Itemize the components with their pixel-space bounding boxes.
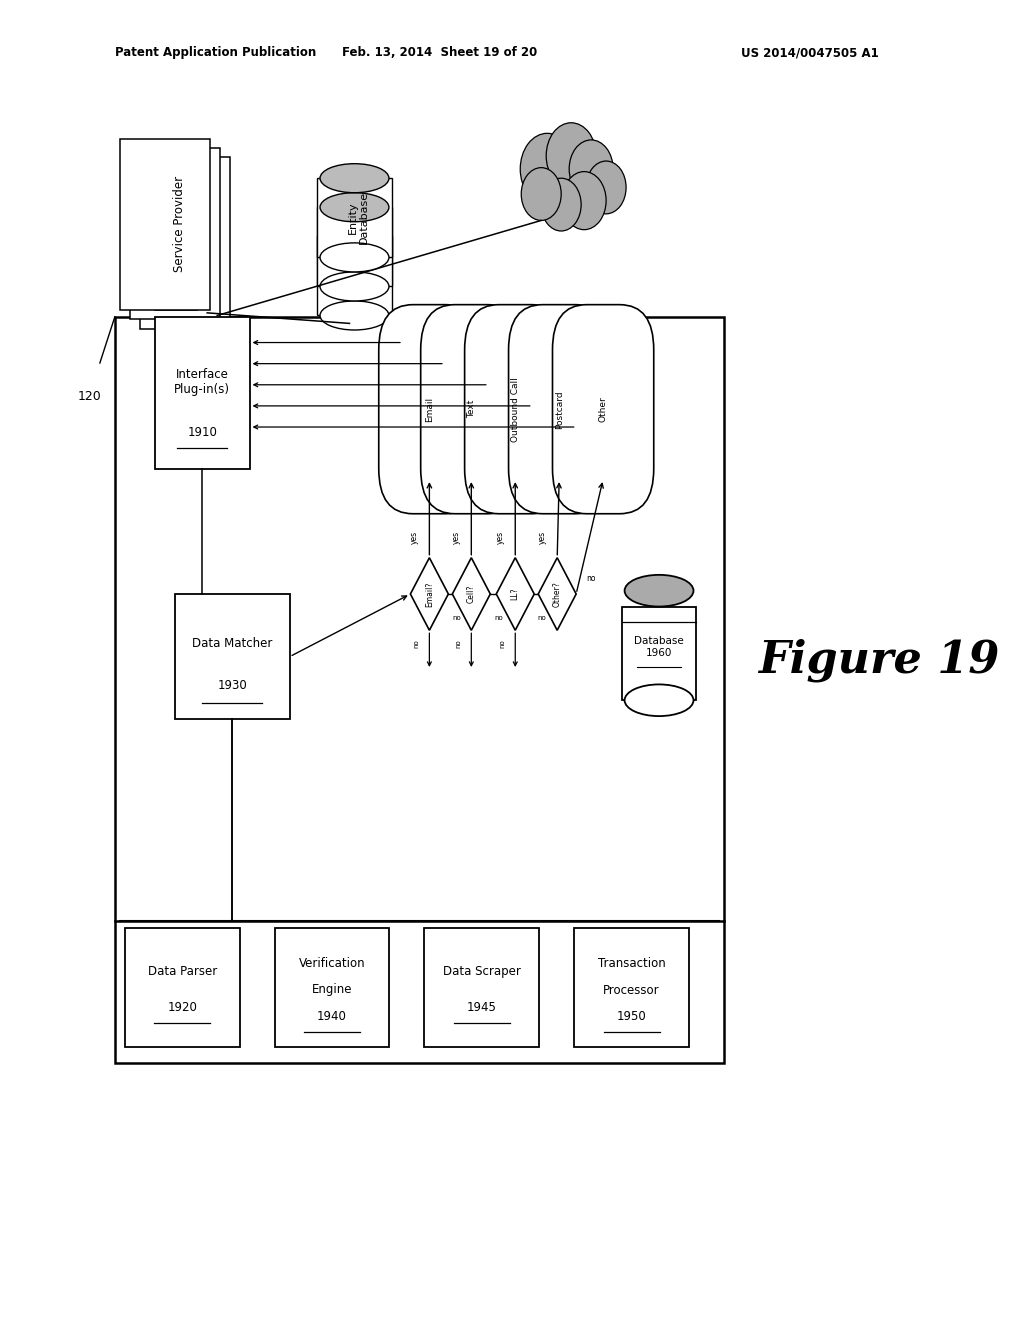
Circle shape [569, 140, 613, 198]
Polygon shape [497, 557, 535, 630]
Bar [120, 139, 210, 310]
Text: Email: Email [425, 396, 434, 422]
Ellipse shape [321, 193, 389, 222]
Text: Other?: Other? [553, 581, 562, 607]
Text: 1945: 1945 [467, 1001, 497, 1014]
Text: Patent Application Publication: Patent Application Publication [115, 46, 316, 59]
Text: Data Matcher: Data Matcher [191, 638, 272, 649]
Text: Entity
Database: Entity Database [348, 191, 370, 244]
Text: Interface
Plug-in(s): Interface Plug-in(s) [174, 368, 230, 396]
Bar [622, 607, 696, 700]
FancyBboxPatch shape [421, 305, 522, 513]
Text: no: no [452, 615, 461, 620]
Text: Engine: Engine [311, 983, 352, 997]
Polygon shape [453, 557, 490, 630]
Circle shape [520, 133, 574, 205]
Text: Figure 19: Figure 19 [758, 639, 999, 681]
Bar [574, 928, 689, 1047]
Bar [125, 928, 240, 1047]
Text: Transaction: Transaction [598, 957, 666, 970]
Bar [274, 928, 389, 1047]
Circle shape [546, 123, 596, 189]
Text: Postcard: Postcard [555, 389, 563, 429]
Text: Text: Text [467, 400, 476, 418]
Ellipse shape [321, 272, 389, 301]
Bar [317, 178, 392, 257]
Text: 1910: 1910 [187, 426, 217, 438]
Bar [115, 317, 724, 1063]
Bar [175, 594, 290, 719]
FancyBboxPatch shape [465, 305, 566, 513]
Bar [130, 148, 220, 319]
Text: Other: Other [599, 396, 607, 422]
Text: Data Parser: Data Parser [147, 965, 217, 978]
Text: Outbound Call: Outbound Call [511, 376, 520, 442]
Ellipse shape [625, 576, 693, 607]
Text: Verification: Verification [299, 957, 366, 970]
Text: no: no [538, 615, 547, 620]
Bar [424, 928, 540, 1047]
Text: yes: yes [496, 532, 505, 544]
Text: yes: yes [538, 532, 547, 544]
Text: no: no [494, 615, 503, 620]
Text: Service Provider: Service Provider [173, 177, 186, 272]
Text: yes: yes [452, 532, 461, 544]
Ellipse shape [321, 301, 389, 330]
Text: Data Scraper: Data Scraper [442, 965, 521, 978]
Text: no: no [587, 574, 596, 582]
Text: Processor: Processor [603, 983, 659, 997]
Text: Cell?: Cell? [467, 585, 476, 603]
Circle shape [586, 161, 626, 214]
Text: US 2014/0047505 A1: US 2014/0047505 A1 [741, 46, 879, 59]
Text: no: no [500, 639, 505, 648]
Text: yes: yes [410, 532, 419, 544]
Bar [317, 236, 392, 315]
Ellipse shape [321, 243, 389, 272]
Polygon shape [411, 557, 449, 630]
Text: Database
1960: Database 1960 [634, 636, 684, 657]
FancyBboxPatch shape [379, 305, 480, 513]
FancyBboxPatch shape [553, 305, 653, 513]
Text: 120: 120 [78, 389, 101, 403]
Circle shape [562, 172, 606, 230]
Bar [317, 207, 392, 286]
Text: no: no [414, 639, 420, 648]
Text: Email?: Email? [425, 581, 434, 607]
Text: 1930: 1930 [217, 680, 247, 692]
Text: no: no [456, 639, 462, 648]
Ellipse shape [321, 164, 389, 193]
Text: 1920: 1920 [167, 1001, 198, 1014]
Ellipse shape [321, 222, 389, 251]
Bar [155, 317, 250, 469]
Text: 1950: 1950 [616, 1010, 646, 1023]
FancyBboxPatch shape [509, 305, 610, 513]
Ellipse shape [625, 684, 693, 715]
Text: Feb. 13, 2014  Sheet 19 of 20: Feb. 13, 2014 Sheet 19 of 20 [342, 46, 537, 59]
Circle shape [521, 168, 561, 220]
Bar [140, 157, 229, 329]
Polygon shape [539, 557, 577, 630]
Text: LL?: LL? [511, 587, 520, 601]
Text: 1940: 1940 [317, 1010, 347, 1023]
Circle shape [542, 178, 582, 231]
